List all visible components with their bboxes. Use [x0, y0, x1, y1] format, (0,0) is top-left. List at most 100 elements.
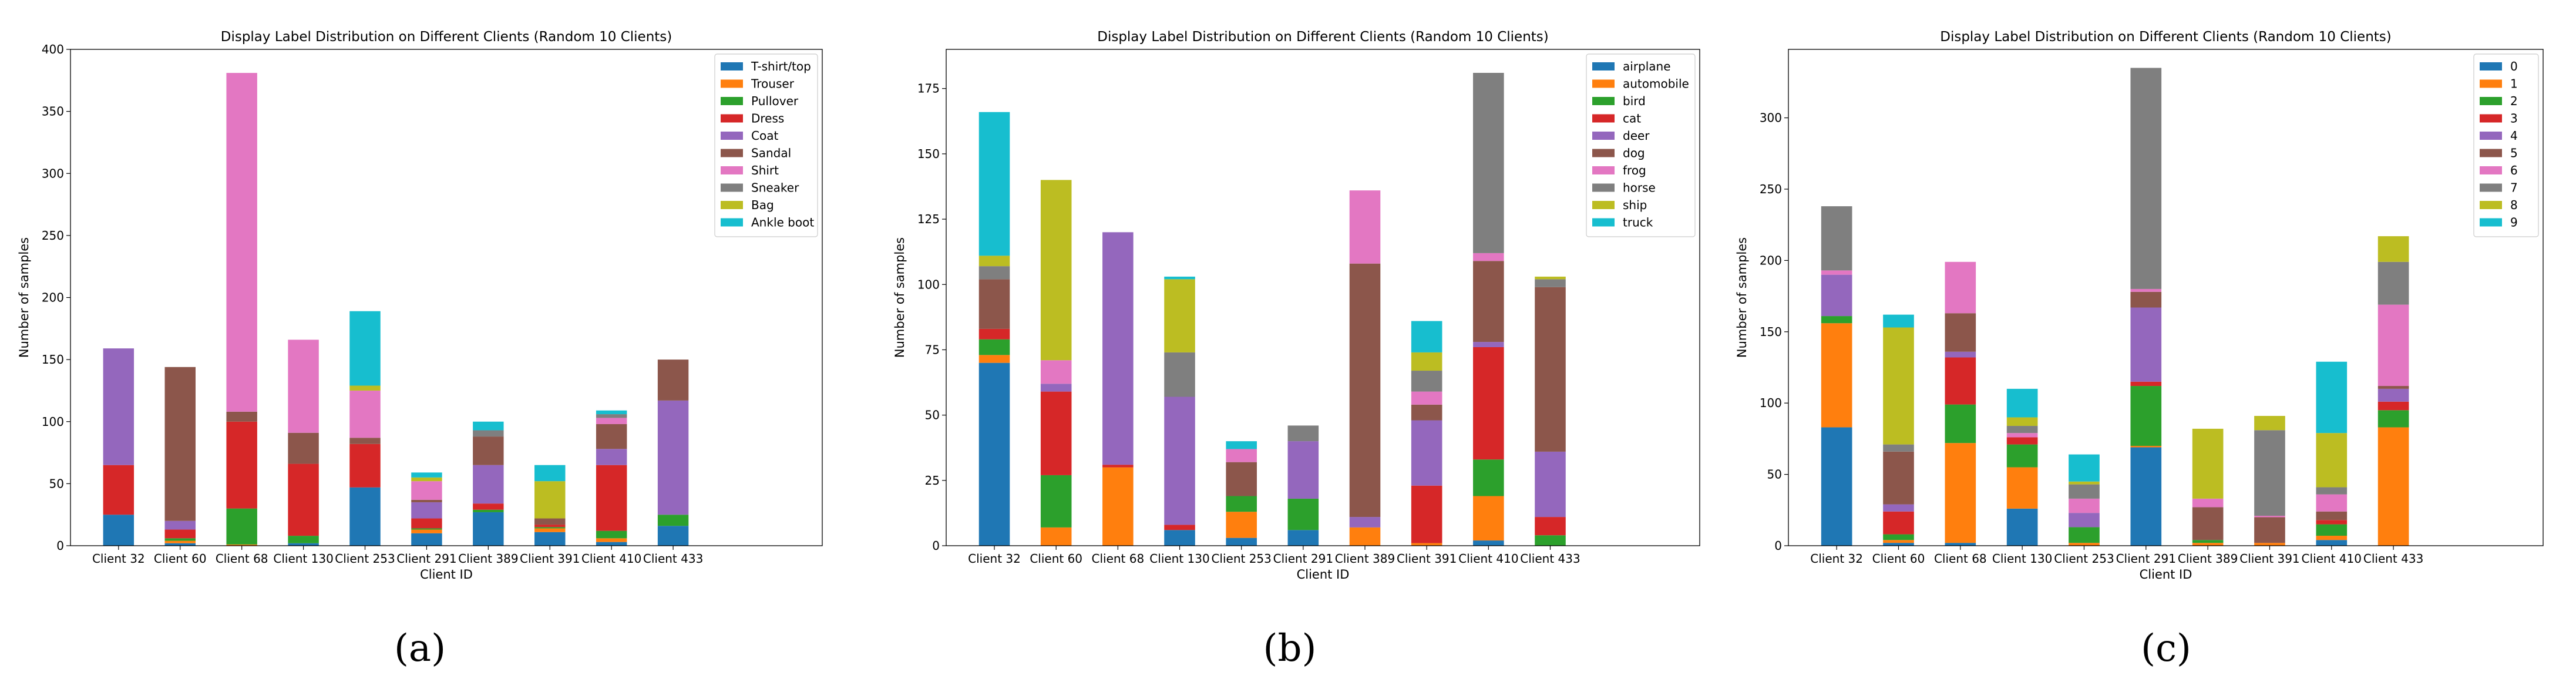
bar-segment-8 — [1883, 327, 1914, 445]
legend-swatch — [2480, 79, 2502, 88]
y-tick-label: 200 — [42, 291, 64, 305]
x-tick-label: Client 32 — [1810, 552, 1863, 566]
bar-segment-ankle-boot — [596, 410, 627, 415]
bar-segment-t-shirt-top — [349, 487, 381, 546]
bar-segment-9 — [2069, 454, 2100, 482]
x-tick-label: Client 130 — [1149, 552, 1209, 566]
legend-swatch — [2480, 218, 2502, 227]
legend-swatch — [2480, 114, 2502, 123]
bar-segment-ankle-boot — [473, 421, 504, 431]
bar-segment-2 — [1945, 404, 1976, 444]
legend-swatch — [721, 132, 743, 140]
y-tick-label: 50 — [1767, 468, 1782, 482]
bar-segment-5 — [2130, 291, 2162, 308]
bar-segment-0 — [2006, 508, 2038, 546]
bar-segment-bird — [978, 339, 1010, 355]
bar-segment-6 — [1945, 261, 1976, 314]
bar-segment-deer — [1411, 420, 1442, 486]
x-tick-label: Client 391 — [1397, 552, 1457, 566]
bar-segment-truck — [1226, 441, 1257, 449]
bar-segment-dress — [226, 421, 257, 509]
bar-segment-cat — [1102, 465, 1134, 468]
legend-swatch — [721, 149, 743, 157]
bar-segment-coat — [411, 502, 442, 519]
bar-segment-2 — [2006, 444, 2038, 468]
bar-segment-shirt — [349, 390, 381, 438]
legend: airplane automobile bird cat deer dog frog hors… — [1586, 53, 1696, 237]
bar-segment-dress — [596, 465, 627, 531]
bar-segment-frog — [1226, 449, 1257, 462]
bar-segment-1 — [1883, 540, 1914, 543]
bar-segment-horse — [1287, 425, 1319, 442]
y-tick-label: 150 — [917, 147, 940, 161]
y-tick-label: 0 — [56, 539, 64, 553]
bar-segment-airplane — [1226, 537, 1257, 546]
bar-segment-7 — [1883, 444, 1914, 452]
bar-segment-t-shirt-top — [164, 543, 196, 546]
bar-segment-0 — [1883, 543, 1914, 546]
x-tick-label: Client 410 — [581, 552, 641, 566]
bar-segment-coat — [164, 520, 196, 530]
y-tick-label: 200 — [1760, 253, 1782, 267]
bar-segment-trouser — [596, 538, 627, 542]
y-tick-label: 50 — [49, 476, 64, 490]
bar-segment-bag — [411, 477, 442, 482]
legend-swatch — [1592, 132, 1615, 140]
y-axis-label: Number of samples — [1735, 237, 1749, 358]
bar-segment-pullover — [534, 527, 566, 529]
bar-segment-t-shirt-top — [411, 533, 442, 546]
bar-segment-3 — [2130, 381, 2162, 387]
legend-swatch — [1592, 149, 1615, 157]
y-tick-label: 300 — [42, 166, 64, 180]
bar-segment-frog — [1411, 391, 1442, 405]
bar-segment-bird — [1473, 459, 1504, 496]
bar-segment-7 — [1821, 206, 1852, 271]
bar-segment-coat — [657, 400, 689, 515]
legend-label: 7 — [2510, 181, 2518, 195]
bar-segment-sandal — [534, 518, 566, 525]
bar-segment-deer — [1535, 451, 1566, 518]
legend-label: Ankle boot — [751, 216, 814, 230]
bar-segment-3 — [1945, 357, 1976, 405]
bar-segment-bird — [1226, 496, 1257, 512]
legend-swatch — [1592, 201, 1615, 209]
bar-segment-shirt — [596, 418, 627, 424]
x-tick-label: Client 130 — [273, 552, 333, 566]
legend-swatch — [2480, 183, 2502, 192]
bar-segment-1 — [2377, 427, 2409, 546]
bar-segment-1 — [2316, 536, 2348, 540]
legend-swatch — [1592, 166, 1615, 174]
bar-segment-airplane — [978, 362, 1010, 546]
bar-segment-cat — [978, 328, 1010, 340]
legend-label: Sneaker — [751, 181, 799, 195]
bar-segment-bag — [534, 481, 566, 519]
bar-segment-deer — [1287, 441, 1319, 499]
legend-swatch — [721, 166, 743, 174]
bar-segment-7 — [2377, 261, 2409, 305]
bar-segment-sneaker — [596, 414, 627, 418]
x-tick-label: Client 60 — [1872, 552, 1925, 566]
bar-segment-5 — [2192, 507, 2224, 540]
x-tick-label: Client 389 — [458, 552, 518, 566]
bar-segment-ship — [1164, 279, 1195, 352]
bar-segment-8 — [2254, 416, 2285, 431]
bar-segment-cat — [1040, 391, 1072, 475]
bar-segment-4 — [2069, 513, 2100, 528]
bar-segment-cat — [1164, 525, 1195, 530]
bar-segment-pullover — [411, 528, 442, 530]
x-tick-label: Client 32 — [92, 552, 145, 566]
x-tick-label: Client 68 — [216, 552, 268, 566]
legend-label: 9 — [2510, 216, 2518, 230]
bar-segment-ship — [978, 256, 1010, 267]
bar-segment-ankle-boot — [534, 465, 566, 482]
legend-swatch — [1592, 97, 1615, 105]
bar-segment-deer — [1040, 384, 1072, 392]
bar-segment-6 — [2377, 304, 2409, 387]
legend-label: dog — [1623, 146, 1645, 160]
x-tick-label: Client 291 — [2116, 552, 2176, 566]
x-tick-label: Client 433 — [1520, 552, 1580, 566]
bar-segment-sandal — [349, 438, 381, 444]
x-tick-label: Client 130 — [1992, 552, 2052, 566]
bar-segment-bird — [1535, 535, 1566, 546]
